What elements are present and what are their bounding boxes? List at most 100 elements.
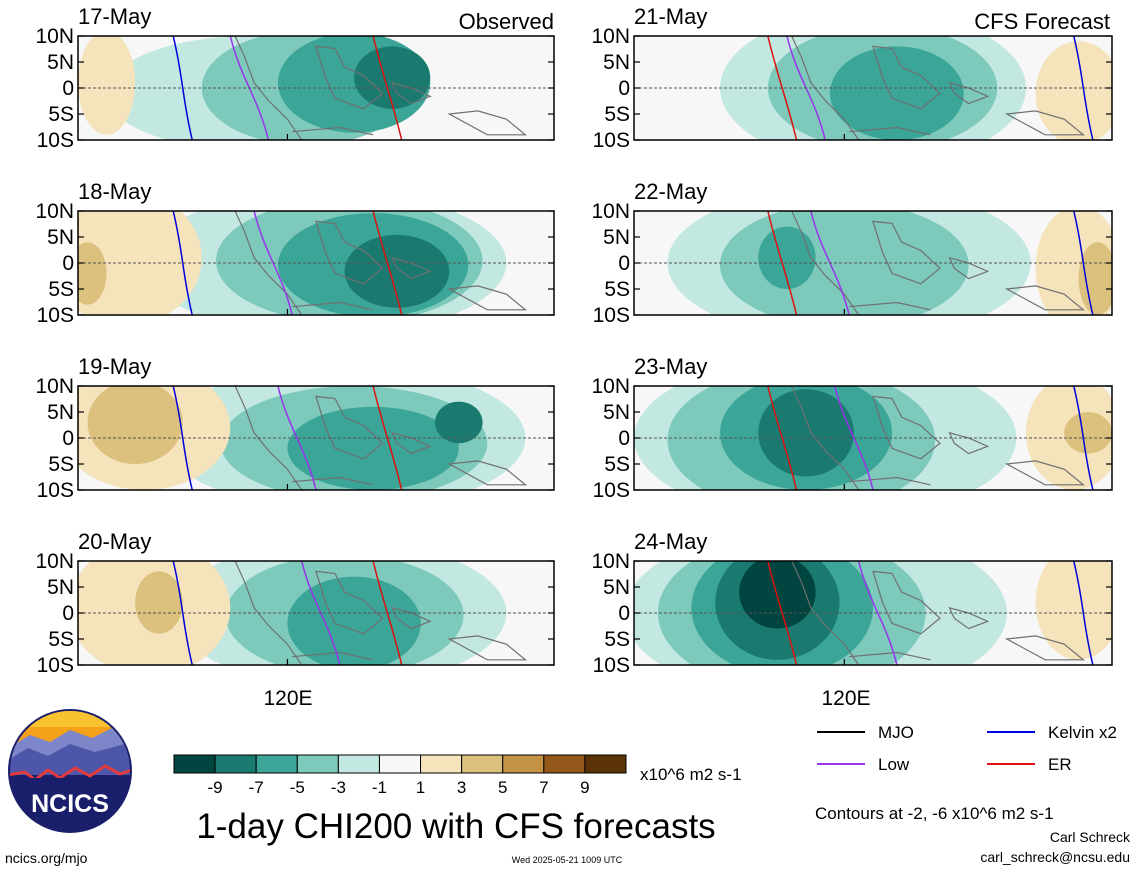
contour-line (1073, 561, 1094, 665)
coastline (315, 395, 384, 460)
lat-label: 5S (48, 453, 74, 476)
lat-label: 10S (37, 479, 74, 502)
colorbar-swatch (378, 754, 422, 774)
contour-line (834, 386, 874, 490)
legend-label: Kelvin x2 (1048, 723, 1117, 742)
contour-line (372, 36, 403, 140)
panel-date: 19-May (78, 354, 151, 379)
lat-label: 5S (48, 628, 74, 651)
coastline (315, 45, 384, 110)
lat-label: 5S (48, 278, 74, 301)
lat-label: 0 (618, 602, 630, 625)
contour-line (767, 211, 798, 315)
coastline (849, 476, 931, 486)
coastline (1004, 460, 1085, 486)
shaded-region (78, 242, 107, 305)
forecast-header: CFS Forecast (974, 9, 1110, 34)
logo-text: NCICS (31, 790, 109, 818)
shaded-region (287, 576, 421, 665)
contour-line (277, 386, 317, 490)
legend: MJO Kelvin x2 Low ER (817, 723, 1117, 774)
coastline (391, 256, 432, 280)
lat-label: 5N (47, 401, 74, 424)
colorbar-tick-label: 5 (498, 778, 507, 797)
panel-forecast-2: 10N 5N 0 5S 10S 23-May (591, 354, 1113, 502)
colorbar-tick-label: 1 (416, 778, 425, 797)
contour-line (857, 561, 898, 665)
coastline (447, 635, 528, 661)
coastline (948, 81, 990, 105)
shaded-region (78, 36, 136, 135)
shaded-region (354, 46, 431, 109)
panel-date: 24-May (634, 529, 707, 554)
colorbar-tick-label: -7 (249, 778, 264, 797)
legend-label: Low (878, 755, 910, 774)
shaded-region (1035, 41, 1112, 140)
shaded-region (758, 226, 816, 289)
coastline (234, 561, 303, 665)
shaded-region (1078, 242, 1112, 315)
contour-line (372, 211, 403, 315)
lat-label: 5S (604, 278, 630, 301)
coastline (1004, 110, 1085, 136)
panel-forecast-3: 10N 5N 0 5S 10S 24-May (591, 529, 1113, 677)
contour-line (767, 561, 798, 665)
lat-label: 5S (604, 628, 630, 651)
lat-label: 0 (62, 77, 74, 100)
lat-label: 5N (603, 226, 630, 249)
shaded-region (135, 571, 183, 634)
colorbar-tick-label: -5 (290, 778, 305, 797)
contour-line (1073, 36, 1094, 140)
colorbar-swatch (502, 754, 545, 774)
colorbar-swatch (255, 754, 298, 774)
lat-label: 10N (591, 375, 630, 398)
coastline (315, 220, 384, 285)
coastline (849, 126, 931, 136)
site-link[interactable]: ncics.org/mjo (5, 850, 88, 866)
lat-label: 10N (591, 550, 630, 573)
coastline (391, 606, 432, 630)
coastline (791, 36, 860, 140)
email: carl_schreck@ncsu.edu (980, 849, 1130, 865)
lat-label: 10S (37, 129, 74, 152)
lat-label: 10S (593, 304, 630, 327)
colorbar-tick-label: 9 (580, 778, 589, 797)
contour-line (172, 561, 193, 665)
panel-forecast-1: 10N 5N 0 5S 10S 22-May (591, 179, 1113, 327)
coastline (292, 301, 374, 311)
legend-label: MJO (878, 723, 914, 742)
shaded-region (344, 234, 450, 308)
shaded-region (287, 406, 459, 490)
lat-label: 5S (604, 453, 630, 476)
lat-label: 10S (593, 129, 630, 152)
lat-label: 10N (591, 25, 630, 48)
units-label: x10^6 m2 s-1 (640, 765, 742, 784)
coastline (234, 211, 303, 315)
lon-label-observed: 120E (263, 687, 312, 710)
panel-observed-0: 10N 5N 0 5S 10S 17-May (35, 4, 555, 152)
lat-label: 10N (35, 200, 74, 223)
lon-label-forecast: 120E (821, 687, 870, 710)
panel-observed-2: 10N 5N 0 5S 10S 19-May (35, 354, 555, 502)
coastline (791, 561, 860, 665)
coastline (391, 431, 432, 455)
lat-label: 10N (591, 200, 630, 223)
shaded-region (1035, 561, 1112, 660)
contour-line (1073, 211, 1094, 315)
panel-observed-1: 10N 5N 0 5S 10S 18-May (35, 179, 555, 327)
shaded-region (739, 561, 816, 629)
coastline (1004, 635, 1085, 661)
coastline (292, 126, 374, 136)
colorbar-swatch (337, 754, 380, 774)
contour-line (767, 386, 798, 490)
coastline (391, 81, 432, 105)
lat-label: 10S (593, 479, 630, 502)
shaded-region (435, 401, 483, 444)
map-panels: 10N5N05S10S17-May10N5N05S10S18-May10N5N0… (35, 4, 1113, 677)
lat-label: 0 (62, 427, 74, 450)
lat-label: 10N (35, 375, 74, 398)
lat-label: 5N (603, 51, 630, 74)
panel-date: 17-May (78, 4, 151, 29)
shaded-region (720, 211, 969, 315)
